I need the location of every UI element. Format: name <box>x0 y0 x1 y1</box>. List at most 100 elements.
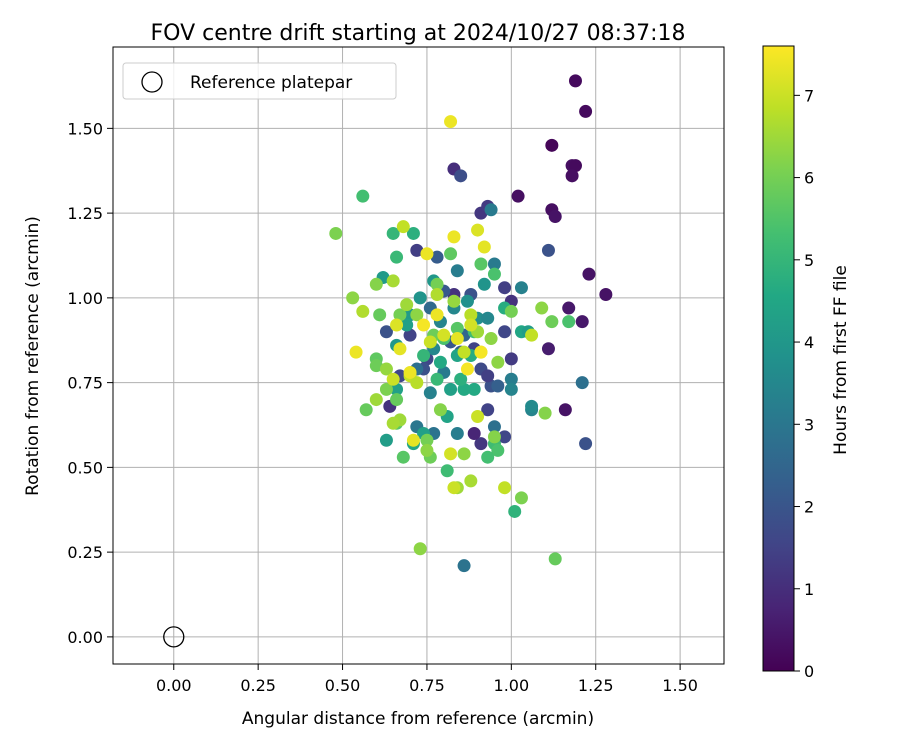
colorbar-tick-label: 0 <box>804 662 814 681</box>
data-point <box>460 362 474 376</box>
data-point <box>562 301 576 315</box>
data-point <box>481 403 495 417</box>
colorbar-tick-label: 2 <box>804 498 814 517</box>
data-point <box>481 369 495 383</box>
data-point <box>548 552 562 566</box>
data-point <box>477 240 491 254</box>
data-point <box>430 250 444 264</box>
data-point <box>410 376 424 390</box>
data-point <box>575 376 589 390</box>
colorbar-tick-label: 1 <box>804 580 814 599</box>
data-point <box>400 318 414 332</box>
data-point <box>487 267 501 281</box>
data-point <box>396 450 410 464</box>
data-point <box>433 355 447 369</box>
data-point <box>393 342 407 356</box>
data-point <box>403 328 417 342</box>
data-point <box>420 443 434 457</box>
data-point <box>562 315 576 329</box>
data-point <box>582 267 596 281</box>
legend: Reference platepar <box>122 62 397 100</box>
data-point <box>433 403 447 417</box>
data-point <box>481 311 495 325</box>
data-point <box>406 226 420 240</box>
colorbar-ticks: 0 1 2 3 4 5 6 7 <box>794 86 814 681</box>
data-point <box>575 315 589 329</box>
y-tick-label: 0.50 <box>67 458 103 477</box>
data-point <box>386 274 400 288</box>
data-point <box>447 294 461 308</box>
data-point <box>423 386 437 400</box>
legend-entry-label: Reference platepar <box>190 73 352 93</box>
data-point <box>504 382 518 396</box>
data-point <box>508 504 522 518</box>
data-point <box>548 210 562 224</box>
data-point <box>430 308 444 322</box>
data-point <box>373 308 387 322</box>
data-point <box>410 308 424 322</box>
data-point <box>457 382 471 396</box>
data-point <box>386 226 400 240</box>
data-point <box>460 294 474 308</box>
data-point <box>457 559 471 573</box>
data-point <box>450 426 464 440</box>
y-tick-label: 1.00 <box>67 289 103 308</box>
data-point <box>417 349 431 362</box>
data-point <box>545 315 559 329</box>
data-point <box>447 481 461 495</box>
y-tick-label: 0.25 <box>67 543 103 562</box>
data-point <box>390 318 404 332</box>
data-point <box>450 321 464 335</box>
data-point <box>538 406 552 420</box>
data-point <box>504 372 518 386</box>
data-point <box>450 264 464 278</box>
data-point <box>417 318 431 332</box>
colorbar-tick-label: 6 <box>804 169 814 188</box>
legend-marker-icon <box>141 71 163 93</box>
data-point <box>514 491 528 505</box>
colorbar-tick-label: 4 <box>804 333 814 352</box>
data-point <box>440 464 454 478</box>
reference-marker-layer <box>163 626 185 648</box>
chart-title: FOV centre drift starting at 2024/10/27 … <box>151 21 686 46</box>
data-point <box>487 430 501 444</box>
x-tick-label: 0.50 <box>325 676 361 695</box>
reference-platepar-marker <box>163 626 185 648</box>
data-point <box>471 410 485 424</box>
x-tick-label: 0.00 <box>156 676 192 695</box>
colorbar-gradient <box>762 45 795 672</box>
data-point <box>579 104 593 118</box>
x-tick-label: 0.75 <box>409 676 445 695</box>
data-point <box>535 301 549 315</box>
data-point <box>346 291 360 305</box>
x-axis-ticks: 0.00 0.25 0.50 0.75 1.00 1.25 1.50 <box>156 664 698 695</box>
data-point <box>390 382 404 396</box>
data-point <box>568 74 582 88</box>
data-point <box>477 277 491 291</box>
data-point <box>413 542 427 556</box>
data-point <box>454 169 468 183</box>
data-point <box>400 298 414 312</box>
data-point <box>437 328 451 342</box>
data-point <box>491 379 505 393</box>
data-point <box>379 362 393 376</box>
data-point <box>498 481 512 495</box>
data-point <box>491 355 505 369</box>
data-point <box>487 257 501 271</box>
data-point <box>511 189 525 203</box>
data-point <box>444 247 458 261</box>
colorbar-tick-label: 3 <box>804 415 814 434</box>
data-point <box>413 291 427 305</box>
y-axis-label: Rotation from reference (arcmin) <box>23 216 43 496</box>
data-point <box>403 365 417 379</box>
data-point <box>599 287 613 301</box>
data-point <box>369 393 383 407</box>
data-point <box>568 159 582 173</box>
data-point <box>430 372 444 386</box>
data-point <box>393 308 407 322</box>
x-tick-label: 1.50 <box>662 676 698 695</box>
data-point <box>514 281 528 295</box>
data-point <box>386 416 400 430</box>
